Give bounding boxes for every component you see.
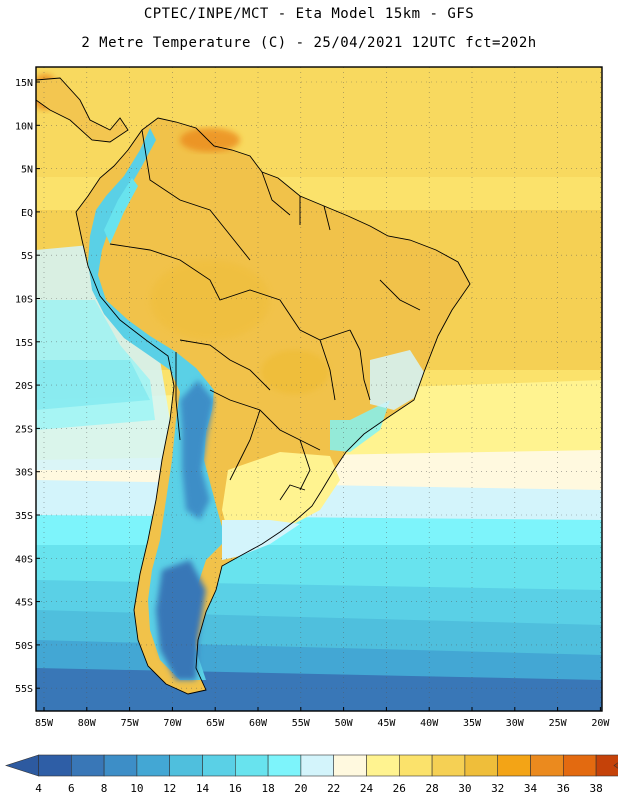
legend-label: 38	[589, 782, 602, 795]
legend-swatch	[103, 754, 138, 777]
longitude-label: 75W	[121, 718, 140, 729]
legend-label: 26	[393, 782, 406, 795]
latitude-label: 30S	[15, 468, 33, 479]
legend-swatch	[464, 754, 498, 777]
legend-swatch	[497, 754, 531, 777]
legend-label: 12	[163, 782, 176, 795]
legend-swatch	[136, 754, 170, 777]
longitude-label: 50W	[335, 718, 354, 729]
legend-swatch	[267, 754, 302, 777]
legend-label: 36	[557, 782, 570, 795]
temperature-field	[36, 67, 602, 711]
legend-label: 16	[229, 782, 242, 795]
legend-label: 8	[101, 782, 108, 795]
longitude-label: 25W	[549, 718, 568, 729]
longitude-label: 85W	[35, 718, 54, 729]
legend-swatch	[431, 754, 466, 777]
latitude-label: 5N	[21, 165, 33, 176]
legend-swatch	[38, 754, 72, 777]
latitude-label: 15N	[15, 78, 33, 89]
longitude-label: 20W	[591, 718, 610, 729]
longitude-label: 60W	[249, 718, 268, 729]
longitude-label: 65W	[206, 718, 225, 729]
legend-swatch	[169, 754, 203, 777]
latitude-label: 10N	[15, 121, 33, 132]
latitude-label: 15S	[15, 338, 33, 349]
map-frame	[35, 66, 603, 712]
legend-swatch	[595, 754, 618, 777]
longitude-label: 30W	[506, 718, 525, 729]
legend-label: 4	[35, 782, 42, 795]
longitude-label: 80W	[78, 718, 97, 729]
legend-swatch	[562, 754, 597, 777]
legend-label: 14	[196, 782, 210, 795]
legend-arrow-right	[613, 762, 618, 769]
longitude-label: 40W	[420, 718, 439, 729]
latitude-labels: 15N 10N 5N EQ 5S 10S 15S 20S 25S 30S 35S 40S 45S 50S 5…	[15, 78, 40, 695]
longitude-label: 55W	[292, 718, 311, 729]
legend-arrow-left	[5, 754, 39, 777]
longitude-label: 35W	[463, 718, 482, 729]
color-legend: 4 6 8 10 12 14 16 18 20 22 24 26 28 30 32 34 36 38	[5, 754, 618, 795]
latitude-label: 5S	[21, 251, 33, 262]
longitude-labels: 85W 80W 75W 70W 65W 60W 55W 50W 45W 40W 35W 30W 25W 2…	[35, 707, 610, 729]
longitude-label: 70W	[163, 718, 182, 729]
legend-swatch	[71, 754, 105, 777]
legend-label: 30	[458, 782, 471, 795]
legend-label: 10	[130, 782, 143, 795]
legend-label: 18	[261, 782, 274, 795]
latitude-label: 10S	[15, 295, 33, 306]
latitude-label: EQ	[21, 208, 33, 219]
chart-title-line-1: CPTEC/INPE/MCT - Eta Model 15km - GFS	[143, 6, 475, 22]
latitude-label: 20S	[15, 381, 33, 392]
legend-label: 22	[327, 782, 340, 795]
latitude-label: 55S	[15, 684, 33, 695]
longitude-label: 45W	[377, 718, 396, 729]
country-borders	[35, 77, 471, 695]
legend-swatch	[366, 754, 400, 777]
legend-label: 34	[524, 782, 538, 795]
legend-label: 6	[68, 782, 75, 795]
legend-label: 20	[294, 782, 307, 795]
latitude-label: 50S	[15, 641, 33, 652]
latitude-label: 40S	[15, 554, 33, 565]
legend-label: 32	[491, 782, 504, 795]
legend-label: 24	[360, 782, 374, 795]
latitude-label: 35S	[15, 511, 33, 522]
legend-swatch	[202, 754, 236, 777]
legend-label: 28	[425, 782, 438, 795]
chart-title-line-2: 2 Metre Temperature (C) - 25/04/2021 12U…	[81, 35, 537, 51]
latitude-label: 45S	[15, 598, 33, 609]
legend-swatch	[300, 754, 334, 777]
latitude-label: 25S	[15, 424, 33, 435]
legend-swatch	[530, 754, 564, 777]
legend-swatch	[333, 754, 367, 777]
legend-swatch	[235, 754, 269, 777]
legend-swatch	[398, 754, 433, 777]
